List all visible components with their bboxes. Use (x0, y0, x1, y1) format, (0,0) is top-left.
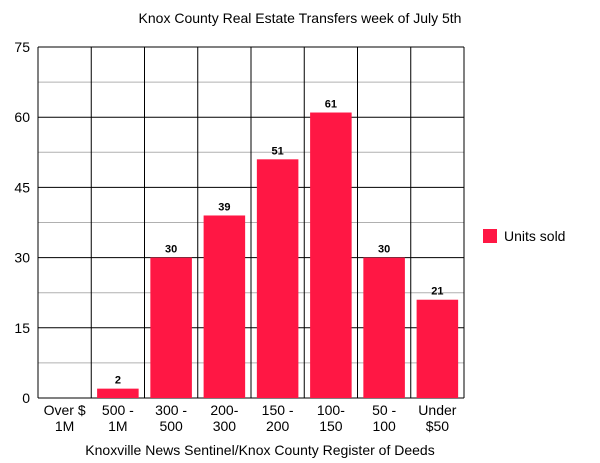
data-label: 61 (325, 99, 337, 111)
data-label: 2 (115, 375, 121, 387)
data-label: 30 (165, 244, 177, 256)
x-axis-ticks: Over $1M 500 -1M 300 -500 200-300 150 -200 10… (44, 402, 457, 434)
y-axis-ticks: 0 15 30 45 60 75 (14, 39, 30, 406)
legend: Units sold (483, 228, 565, 244)
bar (256, 159, 299, 398)
x-tick-label: 300 -500 (155, 402, 187, 434)
x-tick-label: Under $50 (418, 402, 456, 434)
data-label: 51 (272, 145, 284, 157)
y-tick-label: 15 (14, 320, 30, 336)
y-tick-label: 60 (14, 109, 30, 125)
y-tick-label: 45 (14, 179, 30, 195)
x-tick-label: 100-150 (317, 402, 345, 434)
legend-swatch (483, 229, 497, 243)
data-label: 39 (218, 201, 230, 213)
x-tick-label: 150 -200 (262, 402, 294, 434)
x-tick-label: 200-300 (210, 402, 238, 434)
bar (416, 299, 459, 398)
data-label: 21 (431, 286, 443, 298)
y-tick-label: 75 (14, 39, 30, 55)
x-tick-label: Over $1M (44, 402, 86, 434)
x-tick-label: 50 -100 (372, 402, 396, 434)
bar (203, 215, 246, 398)
y-tick-label: 0 (22, 390, 30, 406)
bar (97, 388, 139, 398)
y-tick-label: 30 (14, 250, 30, 266)
chart-title: Knox County Real Estate Transfers week o… (138, 10, 462, 26)
chart-source-caption: Knoxville News Sentinel/Knox County Regi… (85, 442, 435, 458)
legend-label: Units sold (504, 228, 565, 244)
bars: 2 30 39 51 61 30 21 (97, 99, 459, 399)
data-label: 30 (378, 244, 390, 256)
bar (310, 112, 352, 399)
x-tick-label: 500 -1M (102, 402, 134, 434)
bar (150, 257, 192, 398)
bar (363, 257, 405, 398)
